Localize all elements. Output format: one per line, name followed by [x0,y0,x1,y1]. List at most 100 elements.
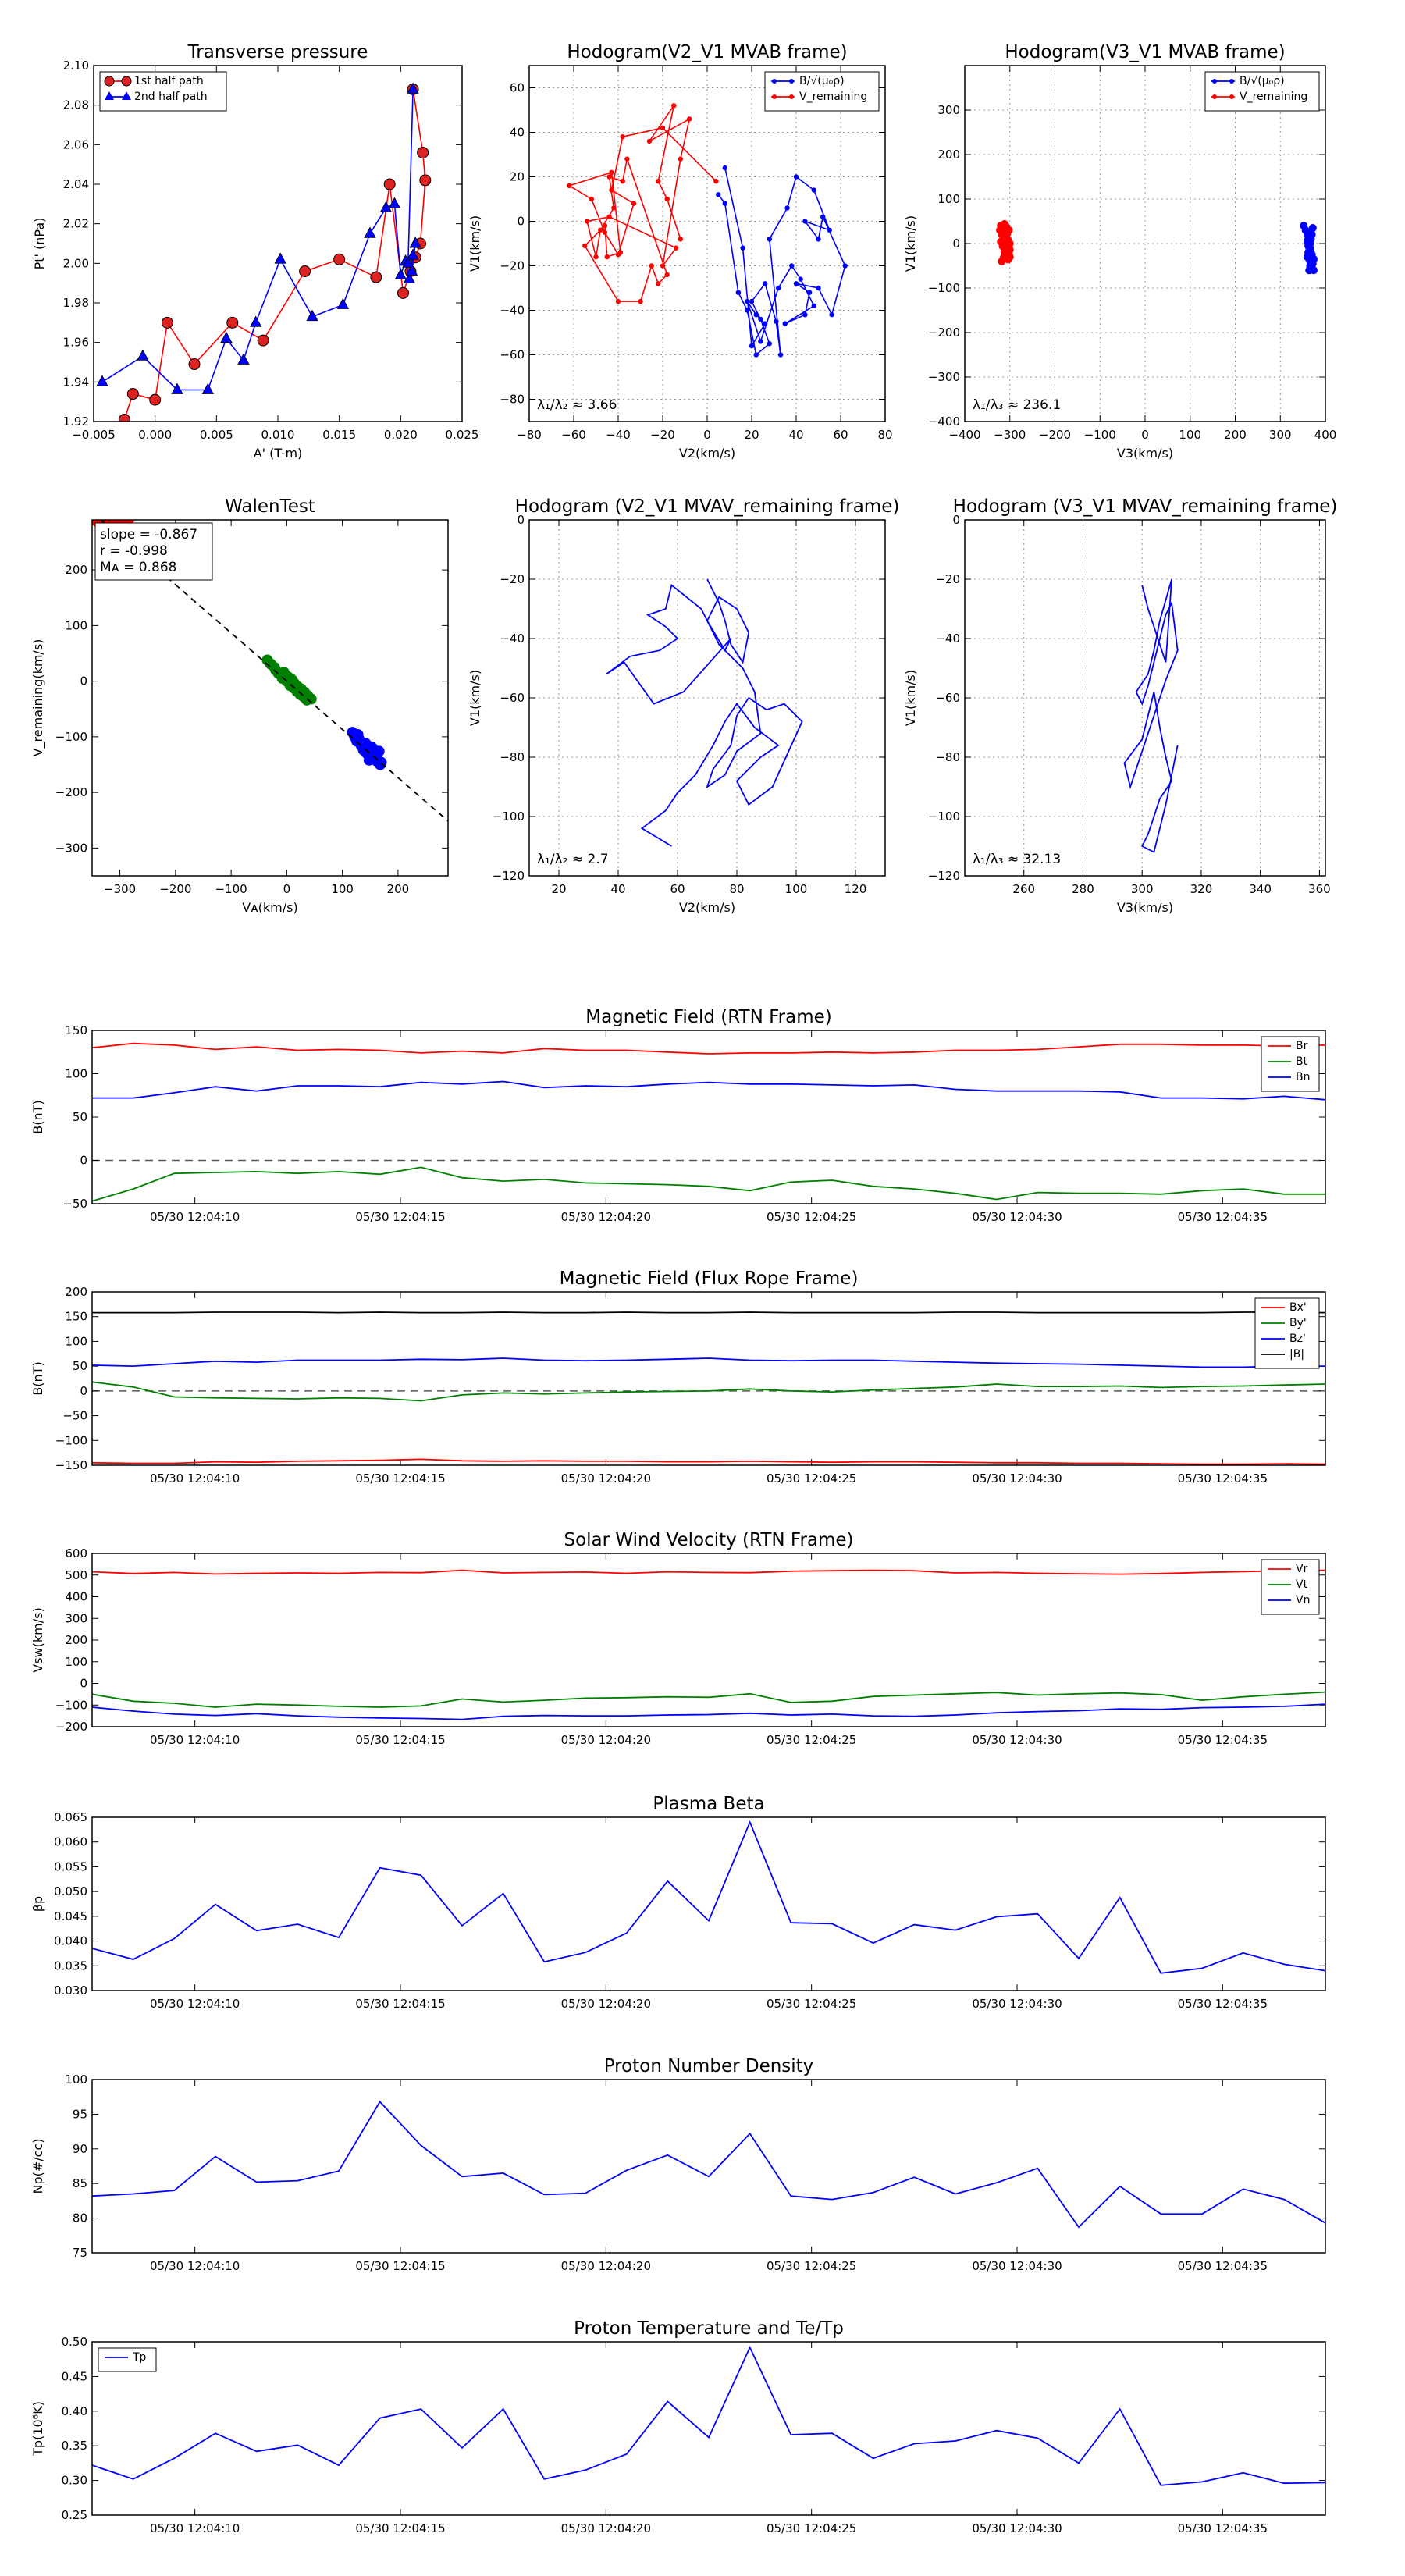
x-tick-label: 60 [833,428,848,442]
y-tick-label: 0 [80,674,87,688]
legend: Vr Vt Vn [1261,1559,1320,1615]
plot-area [996,219,1318,275]
series-line-|B| [92,1311,1325,1314]
y-tick-label: −120 [493,869,525,883]
x-tick-label: 320 [1190,882,1213,896]
data-point [793,174,799,180]
x-tick-label: −300 [104,882,136,896]
y-tick-label: 60 [510,81,525,95]
legend-marker [1229,94,1234,99]
data-point [745,298,750,304]
x-tick-label: 05/30 12:04:30 [972,1210,1062,1224]
y-tick-label: −50 [62,1197,87,1211]
series-line-blue [606,578,803,847]
plot-area [606,578,803,847]
x-tick-label: 05/30 12:04:35 [1178,2259,1268,2273]
y-tick-label: −100 [55,1698,87,1712]
x-tick-label: 05/30 12:04:10 [150,1997,240,2011]
y-tick-label: 0 [517,513,525,527]
legend-label: 1st half path [134,75,204,87]
y-tick-label: 200 [65,563,87,577]
y-tick-label: 2.00 [63,256,89,270]
plot-frame [528,65,886,422]
x-tick-label: 0.000 [138,428,172,442]
plot-area [92,2345,1325,2486]
legend-label: Tp [132,2351,147,2364]
annotation-line: Mᴀ = 0.868 [100,560,176,575]
chart-title: Plasma Beta [653,1794,764,1814]
y-tick-label: −200 [928,326,960,340]
series-line-Vn [92,1703,1325,1720]
data-point [713,179,719,184]
data-point [274,252,286,264]
data-point [829,312,834,318]
x-tick-label: −100 [215,882,247,896]
y-axis-label: Pt' (nPa) [32,218,47,270]
x-axis-label: A' (T-m) [254,446,303,461]
data-point [257,334,269,347]
data-point [811,187,817,193]
x-axis-label: V3(km/s) [1117,446,1173,461]
data-point [802,219,808,224]
y-tick-label: −200 [55,1720,87,1734]
x-tick-label: 05/30 12:04:20 [561,1471,651,1485]
chart-hodo2: −400 −300 −200 −100 0 100 200 300 400 −400 −300 −20… [903,42,1336,461]
x-tick-label: 05/30 12:04:25 [767,2521,856,2535]
x-tick-label: 40 [610,882,625,896]
x-tick-label: 05/30 12:04:20 [561,1733,651,1747]
plot-area [1123,578,1179,853]
x-tick-label: 60 [670,882,685,896]
y-tick-label: 0.050 [54,1884,87,1898]
x-tick-label: 05/30 12:04:30 [972,1733,1062,1747]
chart-beta: 05/30 12:04:10 05/30 12:04:15 05/30 12:04:… [30,1794,1326,2011]
y-tick-label: 300 [65,1611,87,1625]
y-tick-label: 90 [73,2142,87,2156]
x-tick-label: −20 [650,428,675,442]
data-point [735,290,742,295]
data-point [762,321,768,326]
y-tick-label: 1.94 [63,375,89,389]
y-tick-label: 1.98 [63,296,89,310]
data-point [403,272,416,284]
series-line-B/√(μ₀ρ) [717,167,846,356]
legend-marker [772,94,777,99]
series-line-V_remaining [567,105,717,302]
legend-box [99,71,227,112]
y-tick-label: 2.06 [63,137,89,151]
chart-hodo3: 20 40 60 80 100 120 −120 −100 −80 −60 −40 −20 0Hodog… [468,496,899,915]
y-axis-label: Vsw(km/s) [30,1607,45,1672]
plot-frame [91,2079,1326,2254]
x-tick-label: 05/30 12:04:10 [150,2521,240,2535]
series-line-Vr [92,1569,1325,1575]
x-tick-label: −100 [1084,428,1116,442]
x-tick-label: 05/30 12:04:20 [561,1997,651,2011]
x-tick-label: 05/30 12:04:15 [355,1733,445,1747]
x-tick-label: 05/30 12:04:15 [355,1210,445,1224]
data-point [806,290,813,295]
x-tick-label: 05/30 12:04:25 [767,1733,856,1747]
data-point [161,316,173,329]
x-tick-label: 40 [788,428,803,442]
y-tick-label: −80 [500,750,525,764]
data-point [96,375,108,386]
data-point [405,264,418,276]
x-tick-label: 05/30 12:04:35 [1178,2521,1268,2535]
y-tick-label: 75 [73,2246,87,2260]
x-tick-label: 0.025 [446,428,479,442]
data-point [379,201,393,212]
series-line-Bz' [92,1357,1325,1368]
y-tick-label: −40 [935,632,960,646]
x-tick-label: −80 [517,428,542,442]
x-tick-label: 0.005 [200,428,233,442]
series-line-Bt [92,1166,1325,1202]
data-point [740,245,745,251]
x-tick-label: 05/30 12:04:30 [972,2259,1062,2273]
legend-label: Vn [1296,1594,1310,1606]
series-line-By' [92,1381,1325,1402]
data-point [602,229,608,235]
x-tick-label: 20 [744,428,759,442]
y-tick-label: 0.40 [62,2404,87,2418]
legend-label: Vr [1296,1563,1308,1575]
data-point [820,214,826,219]
